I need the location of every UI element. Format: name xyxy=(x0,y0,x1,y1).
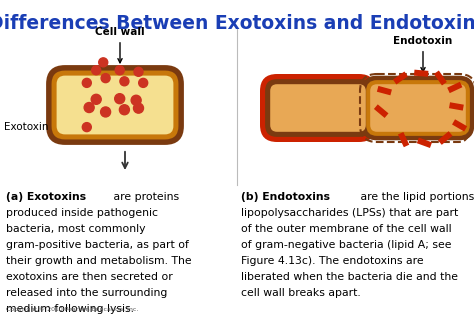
Bar xyxy=(438,131,453,145)
Text: Cell wall: Cell wall xyxy=(95,27,145,63)
Bar xyxy=(377,86,392,95)
Text: (a) Exotoxins: (a) Exotoxins xyxy=(6,192,86,202)
Text: gram-positive bacteria, as part of: gram-positive bacteria, as part of xyxy=(6,240,189,250)
Circle shape xyxy=(101,74,110,83)
Circle shape xyxy=(99,58,108,67)
Circle shape xyxy=(120,77,129,86)
Circle shape xyxy=(139,78,148,88)
Text: are the lipid portions of: are the lipid portions of xyxy=(357,192,474,202)
Text: of gram-negative bacteria (lipid A; see: of gram-negative bacteria (lipid A; see xyxy=(241,240,452,250)
Text: Endotoxin: Endotoxin xyxy=(393,36,453,72)
Bar xyxy=(434,70,447,85)
FancyBboxPatch shape xyxy=(260,74,376,142)
Text: produced inside pathogenic: produced inside pathogenic xyxy=(6,208,158,218)
Bar xyxy=(393,71,408,84)
Bar xyxy=(417,137,432,148)
Text: cell wall breaks apart.: cell wall breaks apart. xyxy=(241,288,361,298)
Circle shape xyxy=(115,94,125,104)
Bar xyxy=(447,82,463,93)
Circle shape xyxy=(91,66,100,75)
Circle shape xyxy=(115,66,124,75)
FancyBboxPatch shape xyxy=(370,84,466,132)
Bar xyxy=(452,119,467,131)
Text: medium following lysis.: medium following lysis. xyxy=(6,304,134,314)
Bar xyxy=(449,102,464,111)
FancyBboxPatch shape xyxy=(56,76,173,134)
Circle shape xyxy=(91,94,101,104)
Circle shape xyxy=(82,78,91,88)
Circle shape xyxy=(131,95,141,105)
Text: Figure 4.13c). The endotoxins are: Figure 4.13c). The endotoxins are xyxy=(241,256,424,266)
Circle shape xyxy=(134,67,143,76)
Text: bacteria, most commonly: bacteria, most commonly xyxy=(6,224,146,234)
Bar xyxy=(414,70,428,77)
Text: of the outer membrane of the cell wall: of the outer membrane of the cell wall xyxy=(241,224,452,234)
Text: liberated when the bacteria die and the: liberated when the bacteria die and the xyxy=(241,272,458,282)
Circle shape xyxy=(84,102,94,112)
Circle shape xyxy=(82,123,91,132)
Text: exotoxins are then secreted or: exotoxins are then secreted or xyxy=(6,272,173,282)
FancyBboxPatch shape xyxy=(270,84,366,132)
Circle shape xyxy=(119,105,129,115)
Circle shape xyxy=(134,103,144,113)
Text: their growth and metabolism. The: their growth and metabolism. The xyxy=(6,256,191,266)
Text: released into the surrounding: released into the surrounding xyxy=(6,288,167,298)
Text: Exotoxin: Exotoxin xyxy=(4,122,83,132)
FancyBboxPatch shape xyxy=(366,80,470,136)
Text: Copyright © 2010 Pearson Education, Inc.: Copyright © 2010 Pearson Education, Inc. xyxy=(6,306,138,312)
FancyBboxPatch shape xyxy=(362,76,474,140)
Text: Differences Between Exotoxins and Endotoxins: Differences Between Exotoxins and Endoto… xyxy=(0,14,474,33)
FancyBboxPatch shape xyxy=(52,70,178,139)
Circle shape xyxy=(100,107,110,117)
Text: (b) Endotoxins: (b) Endotoxins xyxy=(241,192,330,202)
Bar xyxy=(398,132,409,147)
FancyBboxPatch shape xyxy=(46,65,184,145)
Bar xyxy=(374,104,389,118)
Text: are proteins: are proteins xyxy=(110,192,180,202)
Text: lipopolysaccharides (LPSs) that are part: lipopolysaccharides (LPSs) that are part xyxy=(241,208,458,218)
FancyBboxPatch shape xyxy=(265,79,371,137)
